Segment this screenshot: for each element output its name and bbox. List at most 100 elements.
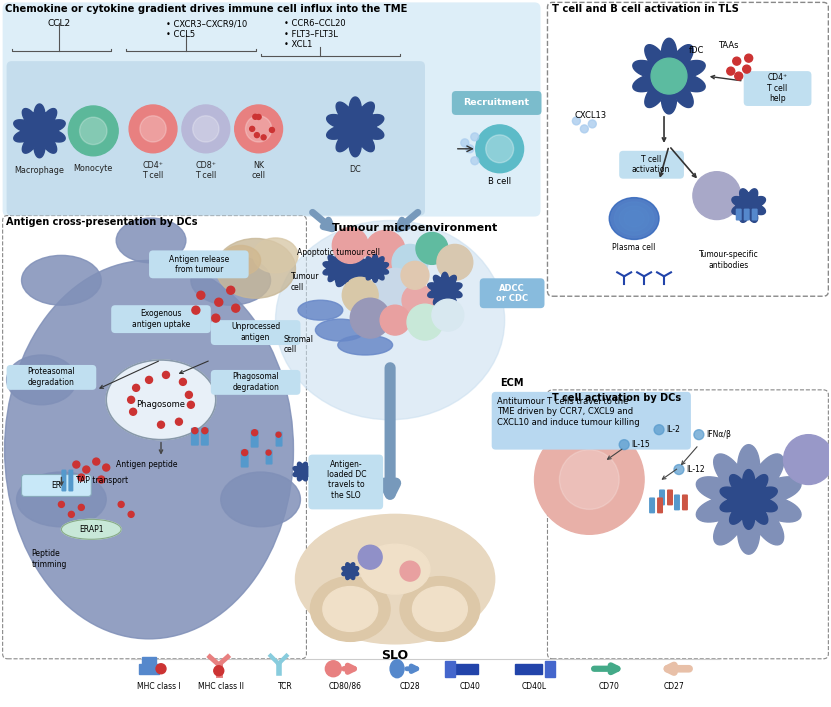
Text: B cell: B cell — [488, 177, 511, 186]
FancyBboxPatch shape — [548, 390, 829, 659]
Circle shape — [266, 450, 271, 455]
Text: CD40: CD40 — [460, 682, 480, 691]
FancyBboxPatch shape — [492, 392, 691, 450]
FancyBboxPatch shape — [744, 71, 811, 106]
Bar — [142, 657, 156, 664]
Polygon shape — [293, 462, 312, 481]
Text: Tumour-specific
antibodies: Tumour-specific antibodies — [699, 250, 759, 270]
Text: CD27: CD27 — [664, 682, 685, 691]
FancyBboxPatch shape — [201, 428, 209, 445]
Circle shape — [745, 54, 753, 62]
Text: T cell and B cell activation in TLS: T cell and B cell activation in TLS — [553, 4, 740, 14]
Ellipse shape — [7, 355, 76, 405]
Circle shape — [193, 116, 219, 142]
Text: Plasma cell: Plasma cell — [612, 243, 656, 252]
Text: MHC class II: MHC class II — [198, 682, 243, 691]
Circle shape — [80, 117, 107, 144]
FancyBboxPatch shape — [548, 2, 829, 296]
Circle shape — [342, 277, 378, 313]
Text: DC: DC — [349, 165, 361, 174]
Circle shape — [192, 428, 198, 433]
Text: ERAP1: ERAP1 — [79, 525, 104, 534]
Circle shape — [128, 397, 135, 403]
Circle shape — [654, 425, 664, 435]
Polygon shape — [329, 247, 371, 291]
Circle shape — [78, 504, 84, 510]
Circle shape — [269, 127, 274, 132]
Circle shape — [743, 65, 750, 73]
Text: CD28: CD28 — [400, 682, 420, 691]
Circle shape — [118, 501, 124, 508]
Text: CD4⁺
T cell: CD4⁺ T cell — [142, 160, 164, 180]
Circle shape — [197, 291, 204, 299]
Ellipse shape — [253, 238, 298, 273]
Text: Macrophage: Macrophage — [15, 165, 65, 175]
FancyBboxPatch shape — [657, 498, 663, 513]
Ellipse shape — [221, 472, 301, 527]
Text: Phagosome: Phagosome — [136, 400, 185, 409]
FancyBboxPatch shape — [735, 209, 742, 221]
Circle shape — [476, 125, 524, 173]
Ellipse shape — [221, 245, 261, 275]
Circle shape — [73, 461, 80, 468]
Circle shape — [735, 72, 743, 80]
Ellipse shape — [614, 201, 654, 235]
Ellipse shape — [191, 255, 271, 305]
Circle shape — [93, 458, 100, 465]
Text: CD70: CD70 — [599, 682, 620, 691]
FancyBboxPatch shape — [68, 469, 73, 491]
Circle shape — [214, 666, 224, 676]
Circle shape — [693, 172, 740, 220]
Text: Tumour microenvironment: Tumour microenvironment — [332, 223, 498, 233]
FancyBboxPatch shape — [2, 2, 540, 216]
Ellipse shape — [619, 206, 649, 231]
Polygon shape — [327, 97, 384, 157]
Text: • CCR6–CCL20
• FLT3–FLT3L
• XCL1: • CCR6–CCL20 • FLT3–FLT3L • XCL1 — [283, 19, 345, 49]
Text: CD80/86: CD80/86 — [329, 682, 361, 691]
Ellipse shape — [276, 221, 504, 420]
FancyBboxPatch shape — [619, 151, 684, 179]
Circle shape — [588, 120, 597, 128]
FancyBboxPatch shape — [276, 432, 283, 447]
Text: Apoptotic tumour cell: Apoptotic tumour cell — [297, 248, 381, 257]
Text: Antigen-
loaded DC
travels to
the SLO: Antigen- loaded DC travels to the SLO — [327, 460, 366, 500]
Circle shape — [253, 115, 258, 119]
Circle shape — [619, 440, 629, 450]
FancyBboxPatch shape — [649, 498, 655, 513]
Text: ECM: ECM — [499, 378, 524, 388]
Ellipse shape — [360, 544, 430, 594]
Circle shape — [402, 284, 434, 316]
Bar — [450, 664, 478, 674]
Text: Antigen peptide: Antigen peptide — [116, 460, 178, 469]
Ellipse shape — [326, 661, 342, 677]
Circle shape — [103, 464, 110, 471]
Polygon shape — [428, 272, 462, 308]
FancyBboxPatch shape — [752, 209, 758, 221]
Circle shape — [573, 117, 580, 125]
Circle shape — [192, 306, 199, 314]
Circle shape — [133, 385, 140, 392]
FancyBboxPatch shape — [659, 489, 665, 506]
FancyBboxPatch shape — [211, 320, 301, 345]
Circle shape — [254, 133, 259, 138]
Circle shape — [158, 421, 165, 428]
FancyBboxPatch shape — [266, 450, 273, 464]
Circle shape — [242, 450, 248, 455]
Ellipse shape — [609, 198, 659, 240]
Text: IFNα/β: IFNα/β — [706, 430, 730, 439]
Circle shape — [461, 139, 469, 147]
FancyBboxPatch shape — [251, 430, 258, 448]
Circle shape — [400, 561, 420, 581]
Ellipse shape — [216, 238, 296, 298]
Polygon shape — [323, 252, 353, 284]
Circle shape — [188, 402, 194, 408]
Text: Antigen release
from tumour: Antigen release from tumour — [169, 255, 229, 274]
Text: ER: ER — [52, 481, 61, 490]
FancyBboxPatch shape — [452, 91, 542, 115]
Text: TAAs: TAAs — [719, 41, 739, 50]
Text: CCL2: CCL2 — [48, 19, 71, 28]
Circle shape — [380, 305, 410, 335]
Circle shape — [232, 304, 239, 312]
Circle shape — [407, 304, 443, 340]
FancyBboxPatch shape — [22, 474, 91, 496]
